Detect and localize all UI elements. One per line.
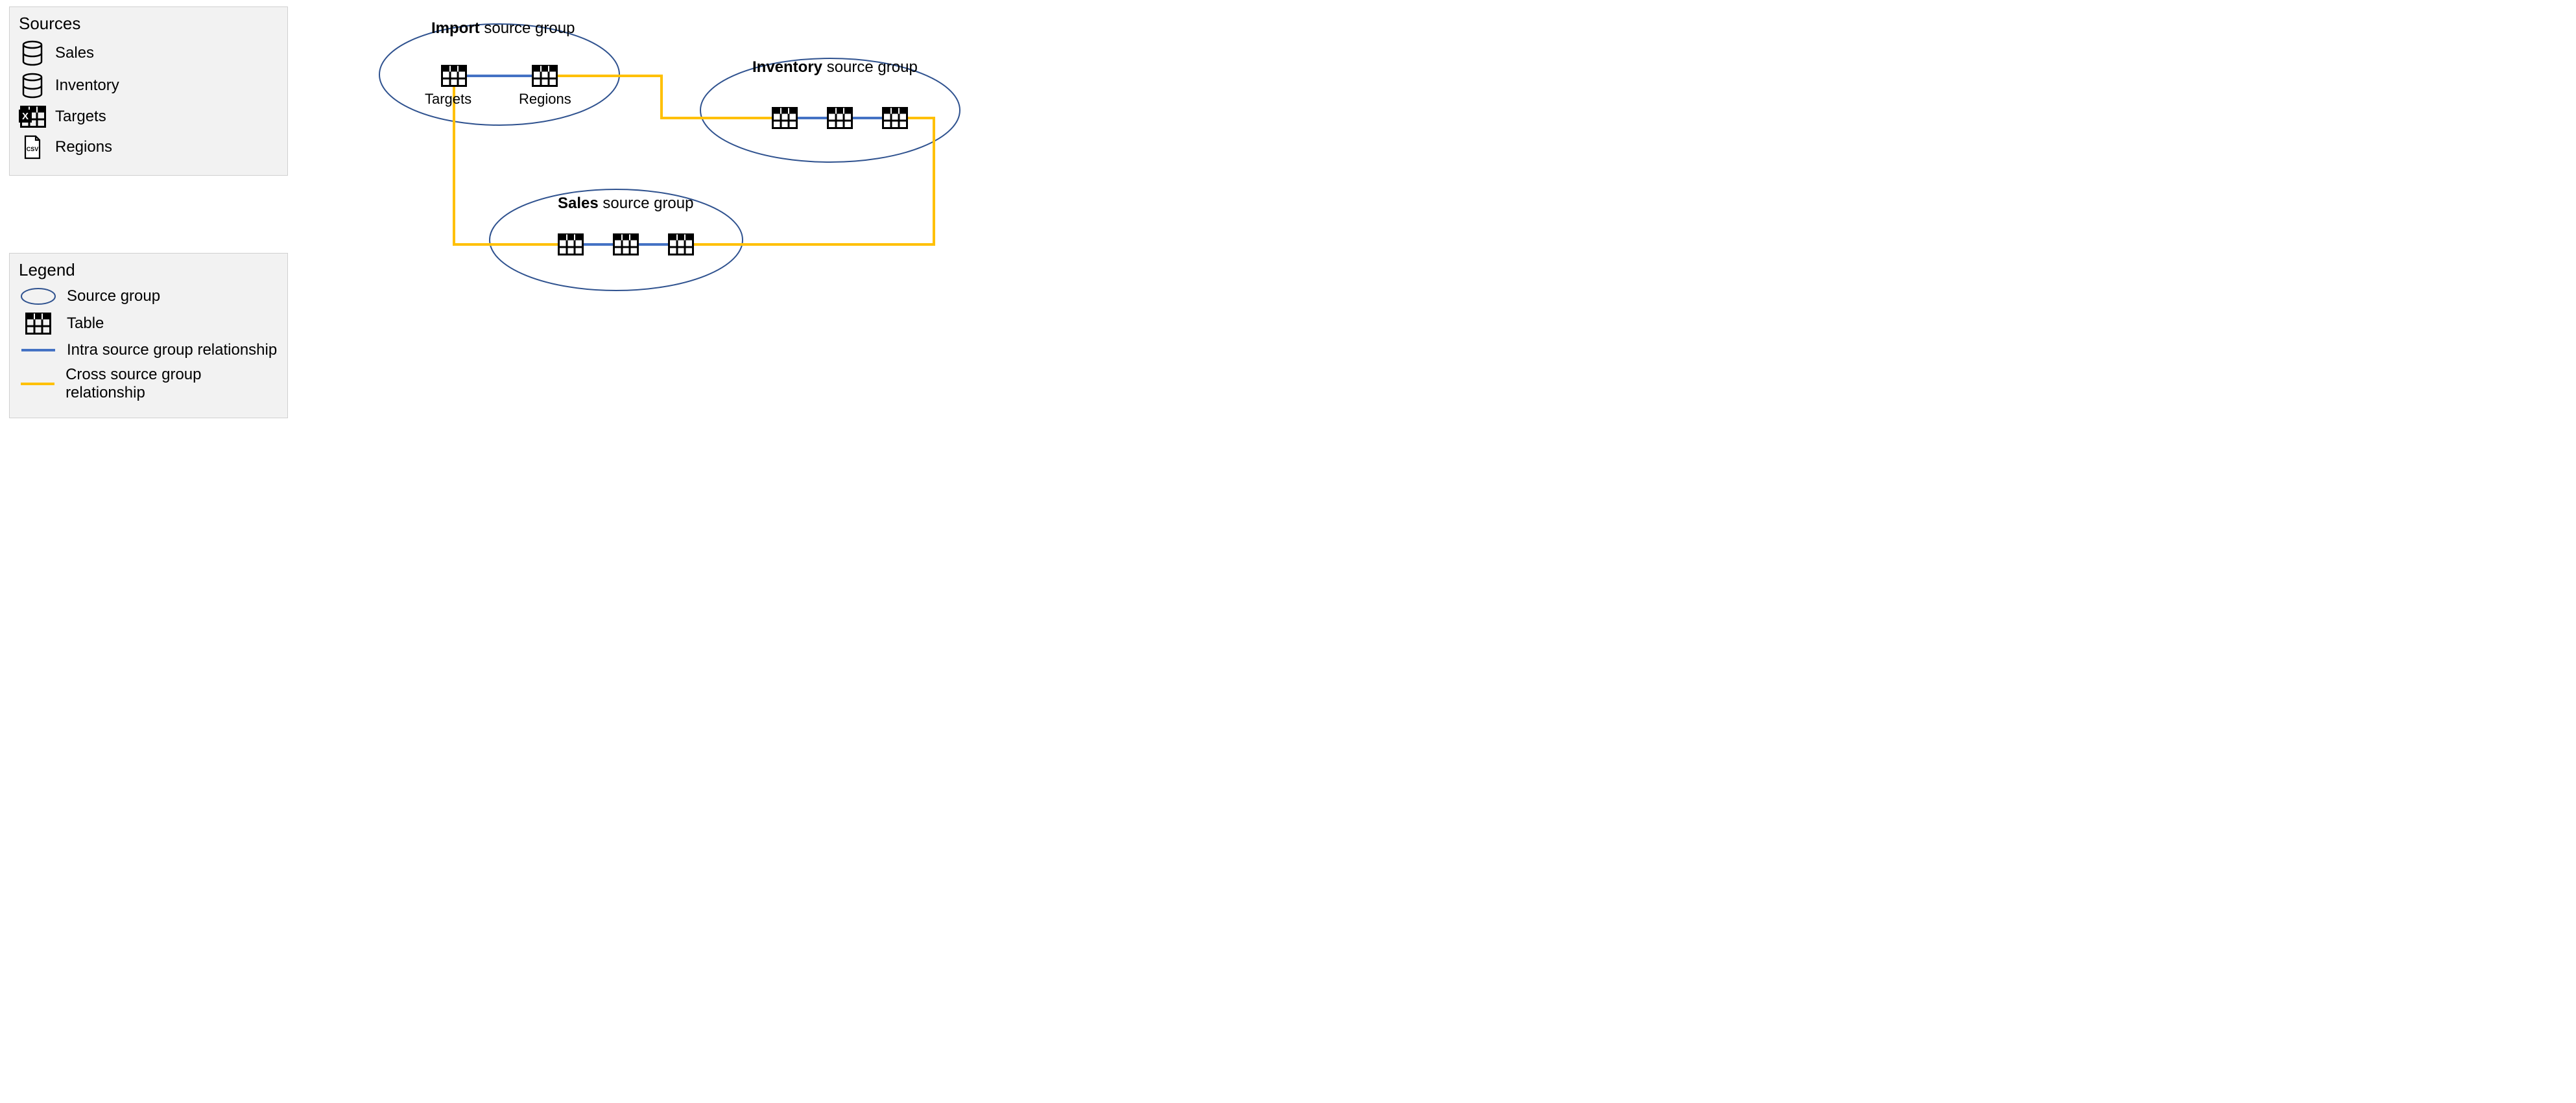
excel-icon: X (19, 105, 46, 128)
legend-panel: Legend Source group Table Intra source gro… (9, 253, 288, 418)
legend-item: Intra source group relationship (19, 341, 278, 359)
diagram-svg (337, 0, 1005, 324)
source-group-title: Inventory source group (752, 58, 918, 77)
table-label: Regions (519, 91, 571, 108)
legend-item: Table (19, 313, 278, 335)
sources-title: Sources (19, 14, 278, 34)
legend-item: Cross source group relationship (19, 366, 278, 402)
source-item-label: Inventory (55, 77, 119, 95)
sources-panel: Sources Sales Inventory X Targets CSV Regions (9, 6, 288, 176)
svg-text:CSV: CSV (27, 146, 39, 152)
canvas: Sources Sales Inventory X Targets CSV Regions… (0, 0, 1005, 441)
table-icon (668, 233, 694, 255)
table-icon (613, 233, 639, 255)
diagram-area: Import source group Targets Regions Invento… (337, 0, 1005, 324)
table-icon (532, 65, 558, 87)
source-item: X Targets (19, 105, 278, 128)
cross-line-icon (19, 381, 56, 387)
cross-relationship-line (454, 87, 558, 244)
database-icon (21, 73, 44, 99)
source-item-label: Regions (55, 138, 112, 156)
source-group-title: Import source group (431, 19, 575, 38)
legend-item-label: Intra source group relationship (67, 341, 277, 359)
cross-relationship-line (694, 118, 934, 244)
ellipse-icon (20, 287, 56, 306)
source-item: Inventory (19, 73, 278, 99)
table-icon (772, 107, 798, 129)
database-icon (21, 40, 44, 66)
intra-line-icon (20, 347, 56, 353)
source-item: CSV Regions (19, 135, 278, 160)
csv-file-icon: CSV (23, 135, 42, 160)
legend-item: Source group (19, 287, 278, 306)
source-item: Sales (19, 40, 278, 66)
table-label: Targets (425, 91, 471, 108)
source-item-label: Targets (55, 108, 106, 126)
legend-item-label: Source group (67, 287, 160, 305)
legend-item-label: Cross source group relationship (66, 366, 278, 402)
source-item-label: Sales (55, 44, 94, 62)
table-icon (441, 65, 467, 87)
legend-title: Legend (19, 260, 278, 280)
table-icon (827, 107, 853, 129)
legend-item-label: Table (67, 314, 104, 333)
table-icon (882, 107, 908, 129)
table-icon (558, 233, 584, 255)
table-icon (25, 313, 51, 335)
cross-relationship-line (558, 76, 772, 118)
source-group-title: Sales source group (558, 195, 693, 213)
